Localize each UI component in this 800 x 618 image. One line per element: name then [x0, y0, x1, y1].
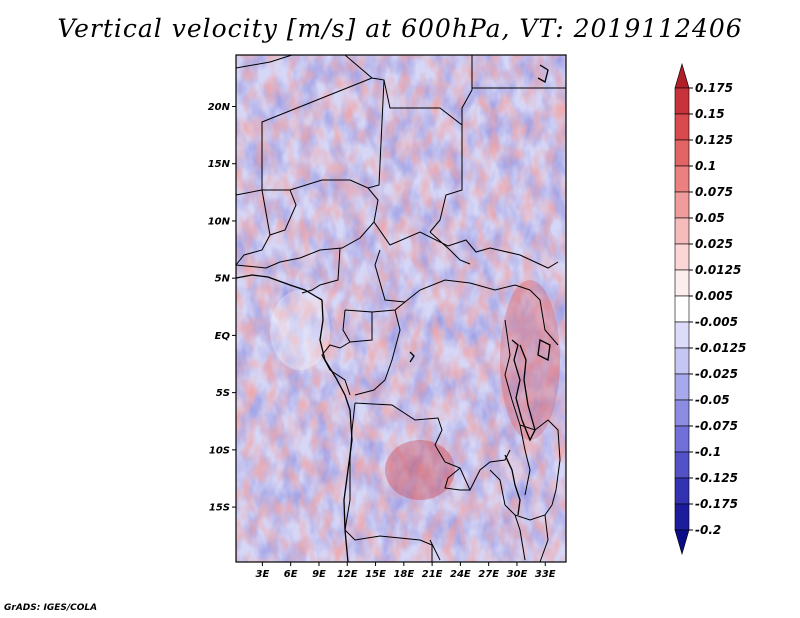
colorbar-label: -0.2	[695, 523, 721, 537]
colorbar-label: 0.005	[695, 289, 733, 303]
colorbar-segment	[674, 87, 690, 115]
colorbar-segment	[674, 451, 690, 479]
colorbar-segment	[674, 243, 690, 271]
colorbar-label: -0.175	[695, 497, 738, 511]
colorbar-segment	[674, 503, 690, 531]
colorbar: 0.175 0.15 0.125 0.1 0.075 0.05 0.025 0.0125 0.0…	[674, 62, 746, 556]
colorbar-label: -0.1	[695, 445, 721, 459]
colorbar-label: 0.1	[695, 159, 716, 173]
grads-credit: GrADS: IGES/COLA	[4, 603, 98, 613]
colorbar-label: 0.075	[695, 185, 733, 199]
colorbar-segment	[674, 165, 690, 193]
lon-label: 27E	[478, 569, 499, 580]
colorbar-segment	[674, 295, 690, 323]
lat-label: 10S	[209, 445, 230, 456]
colorbar-label: -0.05	[695, 393, 730, 407]
colorbar-label: 0.05	[695, 211, 725, 225]
colorbar-label: -0.005	[695, 315, 738, 329]
colorbar-label: -0.075	[695, 419, 738, 433]
velocity-field	[236, 55, 566, 562]
colorbar-segment	[674, 347, 690, 375]
colorbar-segment	[674, 477, 690, 505]
lon-label: 9E	[312, 569, 326, 580]
colorbar-segment	[674, 217, 690, 245]
coastline-and-lakes	[235, 64, 551, 563]
colorbar-segment	[674, 399, 690, 427]
lat-label: 10N	[208, 216, 231, 227]
colorbar-segment	[674, 139, 690, 167]
colorbar-label: 0.025	[695, 237, 733, 251]
lon-label: 33E	[535, 569, 556, 580]
lon-label: 18E	[393, 569, 414, 580]
country-borders	[235, 54, 566, 563]
lat-label: 20N	[208, 102, 231, 113]
colorbar-label: 0.175	[695, 81, 733, 95]
lon-label: 15E	[365, 569, 386, 580]
chart-title: Vertical velocity [m/s] at 600hPa, VT: 2…	[57, 14, 743, 43]
lat-label: 15N	[208, 159, 231, 170]
lat-label: 5S	[216, 388, 230, 399]
colorbar-label: 0.0125	[695, 263, 741, 277]
lat-label: 5N	[215, 274, 231, 285]
colorbar-segment	[674, 529, 690, 556]
colorbar-label: -0.025	[695, 367, 738, 381]
longitude-axis: 3E 6E 9E 12E 15E 18E 21E 24E 27E 30E 33E	[256, 562, 556, 580]
map-frame	[235, 54, 567, 563]
colorbar-label: -0.0125	[695, 341, 746, 355]
colorbar-segment	[674, 269, 690, 297]
colorbar-label: 0.125	[695, 133, 733, 147]
lon-label: 30E	[507, 569, 528, 580]
colorbar-segment	[674, 425, 690, 453]
colorbar-segment	[674, 191, 690, 219]
colorbar-label: 0.15	[695, 107, 725, 121]
colorbar-segment	[674, 113, 690, 141]
lat-label: EQ	[215, 331, 231, 342]
lon-label: 3E	[256, 569, 270, 580]
colorbar-label: -0.125	[695, 471, 738, 485]
colorbar-segment	[674, 321, 690, 349]
lon-label: 24E	[450, 569, 471, 580]
lon-label: 6E	[284, 569, 298, 580]
colorbar-segment	[674, 373, 690, 401]
latitude-axis: 20N 15N 10N 5N EQ 5S 10S 15S	[208, 102, 236, 514]
lon-label: 21E	[422, 569, 443, 580]
lat-label: 15S	[209, 503, 230, 514]
colorbar-segment	[674, 62, 690, 89]
lon-label: 12E	[337, 569, 358, 580]
